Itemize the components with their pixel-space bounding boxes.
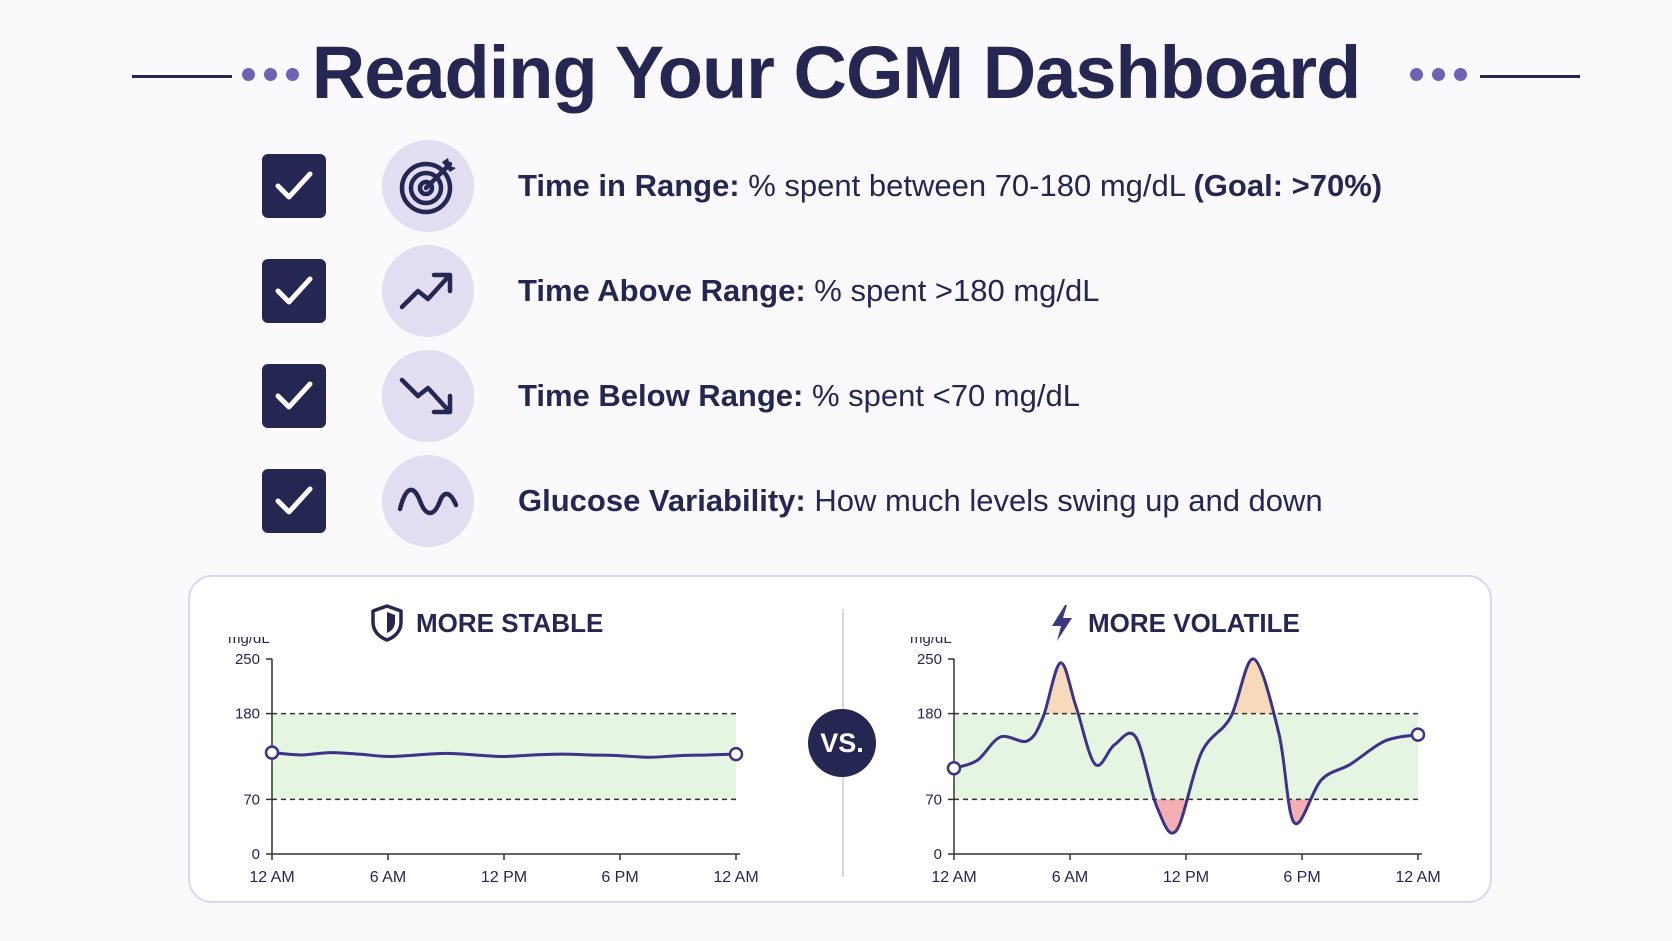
above-range-area bbox=[1044, 658, 1274, 714]
lightning-icon bbox=[1052, 605, 1072, 641]
endpoint-marker bbox=[946, 760, 962, 776]
checkbox-checked[interactable] bbox=[262, 469, 326, 533]
item-description: % spent <70 mg/dL bbox=[803, 378, 1080, 413]
item-label: Time in Range: bbox=[518, 168, 740, 203]
vs-badge: VS. bbox=[808, 709, 876, 777]
x-tick-label: 12 PM bbox=[481, 869, 527, 886]
checkbox-checked[interactable] bbox=[262, 364, 326, 428]
x-tick-label: 12 AM bbox=[713, 869, 758, 886]
page-title: Reading Your CGM Dashboard bbox=[311, 31, 1361, 114]
y-tick-label: 0 bbox=[252, 846, 260, 863]
endpoint-marker bbox=[728, 746, 744, 762]
title-dots-right bbox=[1410, 68, 1467, 81]
y-axis-label: mg/dL bbox=[910, 637, 952, 647]
checkbox-checked[interactable] bbox=[262, 259, 326, 323]
title-row: Reading Your CGM Dashboard bbox=[0, 30, 1672, 120]
below-range-area bbox=[954, 799, 1418, 833]
stable-glucose-chart: mg/dL 0 70 180 250 12 AM 6 AM 12 PM 6 PM 12 AM bbox=[228, 637, 759, 886]
chart-title-stable: MORE STABLE bbox=[370, 603, 603, 643]
item-label: Glucose Variability: bbox=[518, 483, 806, 518]
y-tick-label: 0 bbox=[934, 846, 942, 863]
volatile-glucose-chart: mg/dL 0 70 180 250 12 AM 6 AM 12 PM 6 PM 12 AM bbox=[910, 637, 1441, 886]
chart-title-text: MORE STABLE bbox=[416, 607, 604, 638]
endpoint-marker bbox=[264, 745, 280, 760]
x-tick-label: 6 PM bbox=[1283, 869, 1320, 886]
x-tick-label: 6 AM bbox=[1052, 869, 1088, 886]
item-description: % spent between 70-180 mg/dL bbox=[739, 168, 1194, 203]
target-range-band bbox=[954, 713, 1418, 800]
checkbox-checked[interactable] bbox=[262, 154, 326, 218]
y-tick-label: 250 bbox=[235, 651, 260, 668]
x-tick-label: 12 PM bbox=[1163, 869, 1209, 886]
y-axis-label: mg/dL bbox=[228, 637, 270, 647]
wave-icon bbox=[398, 487, 458, 516]
shield-icon bbox=[371, 604, 403, 642]
y-tick-label: 180 bbox=[235, 706, 260, 723]
x-tick-label: 6 PM bbox=[601, 869, 638, 886]
y-tick-label: 250 bbox=[917, 651, 942, 668]
checklist-item-time-above-range: Time Above Range: % spent >180 mg/dL bbox=[262, 245, 1462, 337]
x-tick-label: 12 AM bbox=[931, 869, 976, 886]
y-tick-label: 180 bbox=[917, 706, 942, 723]
checklist-item-glucose-variability: Glucose Variability: How much levels swi… bbox=[262, 455, 1462, 547]
item-label: Time Below Range: bbox=[518, 378, 804, 413]
item-label: Time Above Range: bbox=[518, 273, 806, 308]
item-description: % spent >180 mg/dL bbox=[805, 273, 1100, 308]
glucose-line bbox=[952, 657, 1420, 835]
x-tick-label: 6 AM bbox=[370, 869, 406, 886]
endpoint-marker bbox=[1410, 727, 1426, 742]
target-icon bbox=[399, 158, 456, 215]
item-description: How much levels swing up and down bbox=[805, 483, 1323, 518]
comparison-panel: MORE STABLE MORE VOLATILE mg/dL 0 70 180 250… bbox=[188, 575, 1492, 903]
title-line-left bbox=[132, 75, 232, 78]
x-tick-label: 12 AM bbox=[249, 869, 294, 886]
glucose-line bbox=[270, 751, 738, 759]
chart-title-text: MORE VOLATILE bbox=[1088, 607, 1300, 638]
x-tick-label: 12 AM bbox=[1395, 869, 1440, 886]
chart-title-volatile: MORE VOLATILE bbox=[1048, 603, 1300, 643]
checklist-item-time-below-range: Time Below Range: % spent <70 mg/dL bbox=[262, 350, 1462, 442]
title-line-right bbox=[1480, 75, 1580, 78]
title-dots-left bbox=[242, 68, 299, 81]
item-goal: (Goal: >70%) bbox=[1193, 168, 1383, 203]
y-tick-label: 70 bbox=[925, 791, 942, 808]
y-tick-label: 70 bbox=[243, 791, 260, 808]
trend-down-icon bbox=[399, 377, 453, 415]
checklist-item-time-in-range: Time in Range: % spent between 70-180 mg… bbox=[262, 140, 1462, 232]
trend-up-icon bbox=[399, 272, 453, 310]
